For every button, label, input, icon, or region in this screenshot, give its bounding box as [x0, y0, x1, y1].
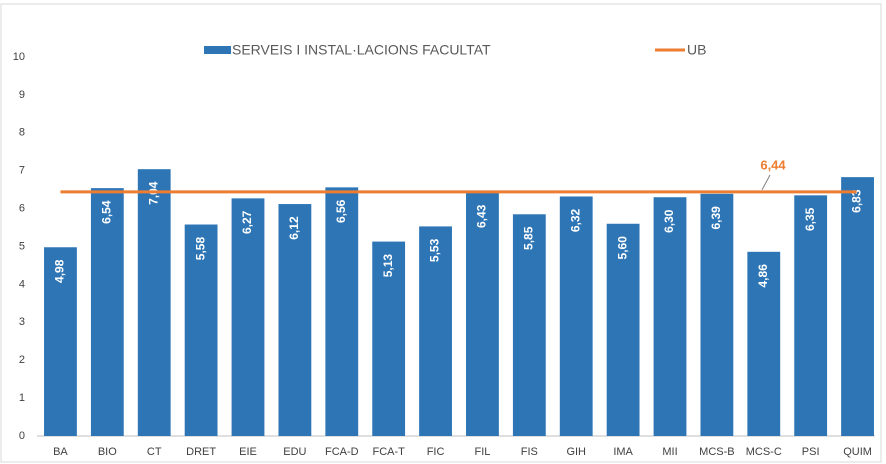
- y-tick-label: 2: [19, 354, 25, 366]
- data-label: 6,83: [850, 189, 864, 213]
- y-tick-label: 6: [19, 203, 25, 215]
- data-label: 6,30: [662, 209, 676, 233]
- bar: [700, 193, 734, 436]
- data-label: 6,35: [803, 207, 817, 231]
- data-label: 5,13: [381, 254, 395, 278]
- x-tick-label: PSI: [802, 446, 820, 458]
- legend-label: SERVEIS I INSTAL·LACIONS FACULTAT: [232, 42, 491, 58]
- data-label: 5,53: [428, 238, 442, 262]
- y-tick-label: 4: [19, 278, 25, 290]
- y-tick-label: 5: [19, 240, 25, 252]
- bar: [841, 177, 874, 436]
- data-label: 6,54: [100, 200, 114, 224]
- x-tick-label: EDU: [283, 446, 306, 458]
- bar: [137, 169, 171, 436]
- x-tick-label: FCA-T: [372, 446, 405, 458]
- data-label: 6,39: [709, 206, 723, 230]
- x-tick-label: MII: [662, 446, 677, 458]
- x-tick-label: FIS: [521, 446, 538, 458]
- x-tick-label: CT: [147, 446, 162, 458]
- bar: [653, 197, 687, 436]
- y-tick-label: 8: [19, 127, 25, 139]
- legend-swatch: [204, 46, 231, 54]
- data-label: 6,32: [568, 208, 582, 232]
- bar: [278, 204, 312, 436]
- x-tick-label: QUIM: [843, 446, 872, 458]
- data-label: 5,85: [522, 226, 536, 250]
- data-label: 6,27: [240, 210, 254, 234]
- data-label: 6,12: [287, 216, 301, 240]
- x-tick-label: IMA: [613, 446, 633, 458]
- x-tick-label: MCS-B: [699, 446, 734, 458]
- bar: [325, 187, 359, 436]
- x-tick-label: GIH: [566, 446, 586, 458]
- bar: [559, 196, 593, 436]
- x-tick-label: DRET: [186, 446, 216, 458]
- bar: [44, 247, 77, 436]
- bar: [231, 198, 265, 436]
- y-tick-label: 9: [19, 89, 25, 101]
- bar: [419, 226, 452, 436]
- bar: [466, 192, 499, 436]
- x-tick-label: FIL: [474, 446, 490, 458]
- y-tick-label: 7: [19, 165, 25, 177]
- bar: [512, 214, 546, 436]
- data-label: 5,58: [193, 237, 207, 261]
- bar: [184, 224, 218, 436]
- data-label: 4,86: [756, 264, 770, 288]
- y-tick-label: 3: [19, 316, 25, 328]
- x-tick-label: EIE: [239, 446, 257, 458]
- reference-label: 6,44: [760, 157, 786, 172]
- data-label: 6,56: [334, 199, 348, 223]
- data-label: 6,43: [475, 204, 489, 228]
- x-tick-label: FIC: [427, 446, 445, 458]
- data-label: 5,60: [615, 236, 629, 260]
- bar: [794, 195, 828, 436]
- bar: [90, 188, 124, 436]
- y-tick-label: 1: [19, 392, 25, 404]
- leader-line: [761, 174, 771, 191]
- data-label: 4,98: [53, 259, 67, 283]
- x-tick-label: BA: [53, 446, 68, 458]
- bar: [372, 241, 406, 436]
- y-tick-label: 0: [19, 430, 25, 442]
- x-tick-label: FCA-D: [325, 446, 359, 458]
- bar: [747, 251, 781, 436]
- legend-label: UB: [687, 42, 706, 58]
- x-tick-label: MCS-C: [746, 446, 782, 458]
- x-tick-label: BIO: [98, 446, 117, 458]
- y-tick-label: 10: [13, 51, 25, 63]
- bar: [606, 223, 640, 436]
